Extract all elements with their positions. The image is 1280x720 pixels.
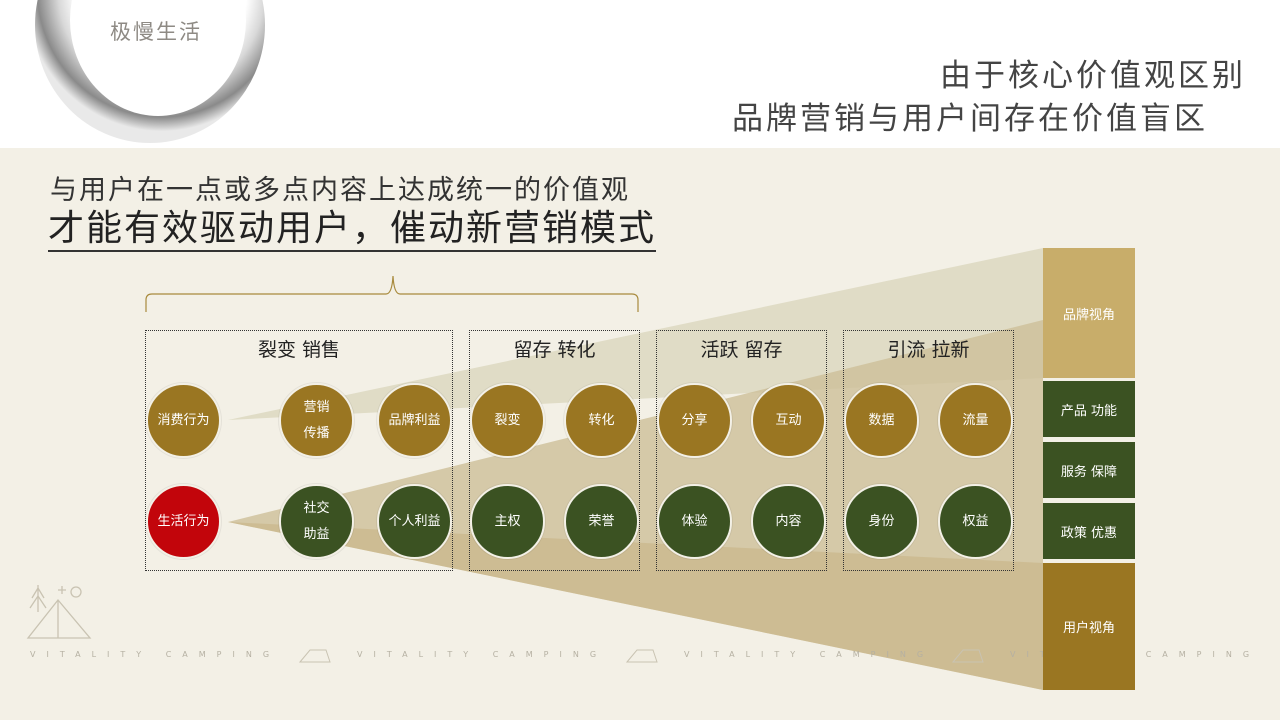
node-social-help: 社交 助益 [279,484,354,559]
footer-tent-icons [298,649,984,663]
footer-text: VITALITY CAMPING [357,650,608,659]
node-consumer-behavior: 消费行为 [146,383,221,458]
footer-text: VITALITY CAMPING [30,650,281,659]
node-traffic: 流量 [938,383,1013,458]
node-brand-benefit: 品牌利益 [377,383,452,458]
group-retention-conversion: 留存 转化 [469,330,640,571]
headline-line1: 由于核心价值观区别 [940,58,1246,94]
group-title: 留存 转化 [513,339,596,361]
node-identity: 身份 [844,484,919,559]
camping-icon [26,585,92,639]
group-fission-sales: 裂变 销售 [145,330,453,571]
user-view-label: 用户视角 [1043,563,1135,690]
sidebar-item-service: 服务 保障 [1043,442,1135,498]
group-title: 活跃 留存 [700,339,783,361]
footer-text: VITALITY CAMPING [684,650,935,659]
node-marketing-spread: 营销 传播 [279,383,354,458]
sidebar-item-product: 产品 功能 [1043,381,1135,437]
logo-text: 极慢生活 [110,20,202,44]
node-fission: 裂变 [470,383,545,458]
node-experience: 体验 [657,484,732,559]
brand-view-label: 品牌视角 [1043,248,1135,378]
intro-line2: 才能有效驱动用户，催动新营销模式 [48,208,657,252]
user-funnel-inner [228,522,1043,690]
node-data: 数据 [844,383,919,458]
group-acquisition: 引流 拉新 [843,330,1014,571]
node-personal-benefit: 个人利益 [377,484,452,559]
group-title: 引流 拉新 [887,339,970,361]
brace [145,275,639,312]
group-activity-retention: 活跃 留存 [656,330,827,571]
node-interaction: 互动 [751,383,826,458]
group-title: 裂变 销售 [257,339,341,361]
node-honor: 荣誉 [564,484,639,559]
logo-circle-decoration [35,0,265,143]
sidebar-item-policy: 政策 优惠 [1043,503,1135,559]
headline-line2: 品牌营销与用户间存在价值盲区 [732,101,1208,137]
node-content: 内容 [751,484,826,559]
node-conversion: 转化 [564,383,639,458]
node-ownership: 主权 [470,484,545,559]
node-rights: 权益 [938,484,1013,559]
intro-line1: 与用户在一点或多点内容上达成统一的价值观 [50,175,630,206]
node-life-behavior: 生活行为 [146,484,221,559]
node-share: 分享 [657,383,732,458]
